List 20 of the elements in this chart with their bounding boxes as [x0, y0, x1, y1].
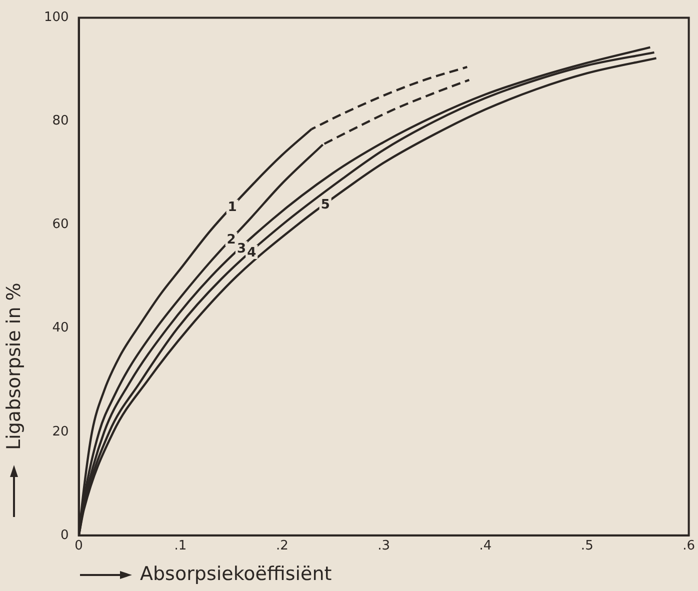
series-label: 4 [247, 245, 256, 260]
x-tick-label: 0 [74, 538, 83, 554]
y-axis-title: Ligabsorpsie in % [2, 282, 26, 450]
y-tick-label: 40 [52, 320, 69, 336]
series-label: 1 [228, 200, 237, 216]
y-tick-label: 100 [44, 10, 69, 26]
y-tick-label: 20 [52, 424, 69, 440]
series-label: 5 [320, 198, 330, 213]
x-axis-title: Absorpsiekoëffisiënt [140, 562, 332, 586]
y-tick-label: 80 [52, 114, 69, 129]
x-tick-label: .5 [580, 538, 594, 554]
x-tick-label: .6 [682, 538, 695, 554]
x-tick-label: .3 [378, 538, 390, 554]
series-label: 2 [226, 232, 236, 248]
x-tick-label: .1 [174, 538, 187, 554]
series-label: 3 [236, 242, 246, 257]
y-tick-label: 60 [52, 217, 69, 232]
x-tick-label: .4 [479, 538, 492, 554]
x-tick-label: .2 [276, 538, 288, 554]
y-tick-label: 0 [60, 528, 69, 543]
